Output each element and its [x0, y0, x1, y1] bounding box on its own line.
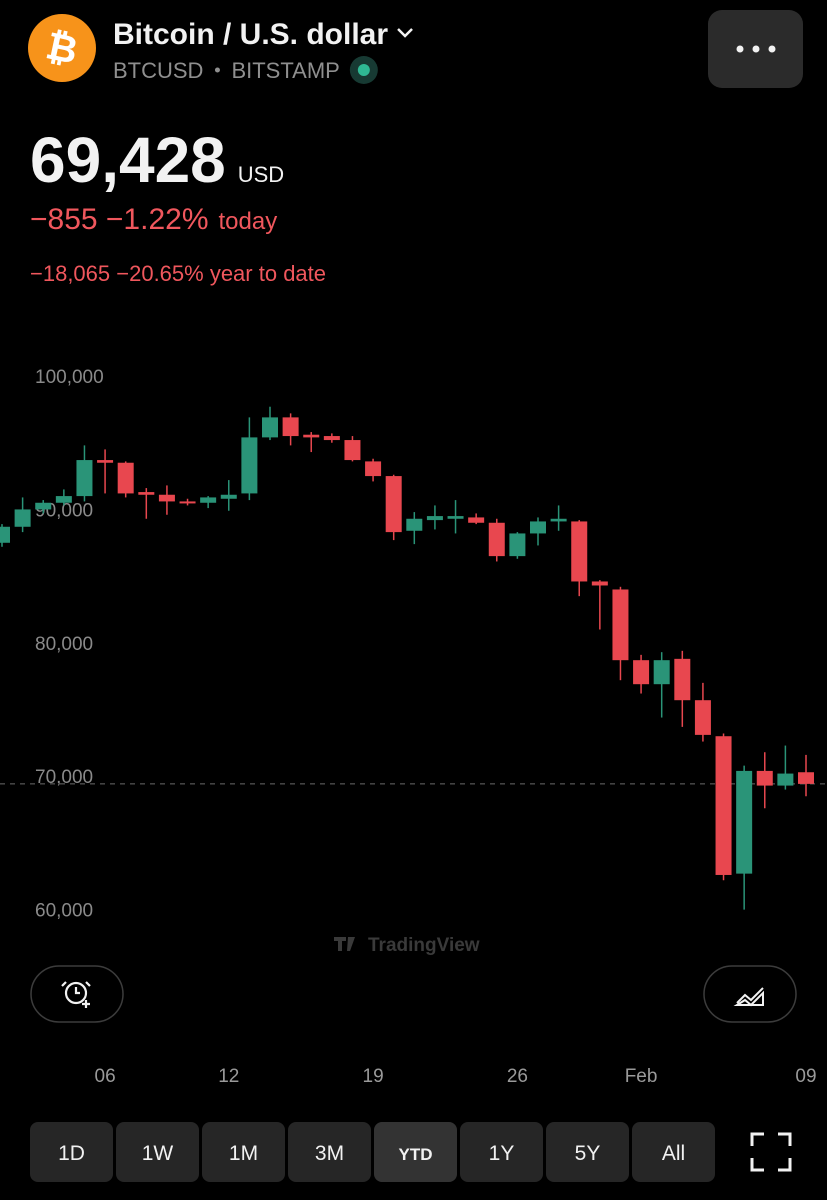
candle-body: [694, 700, 711, 735]
range-label: YTD: [399, 1145, 433, 1164]
candle-body: [14, 509, 31, 527]
range-button[interactable]: [546, 1122, 629, 1182]
candle-body: [633, 660, 650, 685]
chart-style-icon: [733, 987, 764, 1007]
range-label: 5Y: [575, 1142, 601, 1165]
menu-dot: [736, 45, 744, 53]
candle-body: [0, 526, 10, 543]
y-tick-label: 60,000: [35, 901, 93, 922]
candle-body: [468, 517, 485, 523]
candle-body: [488, 522, 505, 557]
fullscreen-button[interactable]: [750, 1132, 792, 1172]
watermark: TradingView: [368, 935, 480, 956]
candle-body: [612, 589, 629, 661]
range-button[interactable]: [202, 1122, 285, 1182]
range-label: 3M: [315, 1142, 344, 1165]
x-tick-label: 19: [363, 1066, 384, 1087]
today-label: today: [219, 208, 278, 235]
range-label: 1D: [58, 1142, 85, 1165]
live-dot: [357, 64, 370, 76]
chart-style-button[interactable]: [703, 965, 797, 1023]
range-button[interactable]: [374, 1122, 457, 1182]
menu-dot: [768, 45, 776, 53]
range-button[interactable]: [288, 1122, 371, 1182]
x-tick-label: 09: [795, 1066, 816, 1087]
y-tick-label: 80,000: [35, 634, 93, 655]
candle-body: [447, 516, 464, 519]
range-label: 1Y: [489, 1142, 515, 1165]
candle-body: [715, 736, 732, 875]
title[interactable]: Bitcoin / U.S. dollar: [113, 18, 388, 51]
candle-body: [282, 417, 299, 437]
range-label: 1W: [142, 1142, 174, 1165]
candle-body: [406, 518, 423, 531]
range-button[interactable]: [632, 1122, 715, 1182]
x-tick-label: Feb: [625, 1066, 658, 1087]
candle-body: [591, 581, 608, 586]
candle-body: [550, 518, 567, 522]
logo: [28, 14, 96, 82]
range-button[interactable]: [116, 1122, 199, 1182]
candle-body: [385, 476, 402, 533]
alert-button[interactable]: [30, 965, 124, 1023]
symbol: BTCUSD: [113, 58, 203, 83]
change-ytd: −18,065 −20.65% year to date: [30, 261, 326, 286]
x-tick-label: 12: [218, 1066, 239, 1087]
candle-body: [76, 460, 93, 497]
candle-body: [571, 521, 588, 582]
candle-body: [777, 773, 794, 786]
candle-body: [262, 417, 278, 438]
change-today: −855 −1.22%: [30, 203, 209, 236]
menu-dot: [752, 45, 760, 53]
candle-body: [509, 533, 526, 557]
range-bar: 1D 1W 1M 3M YTD 1Y 5Y All: [30, 1122, 715, 1182]
watermark-logo: [334, 937, 355, 951]
x-tick-label: 06: [95, 1066, 116, 1087]
range-button[interactable]: [460, 1122, 543, 1182]
candle-body: [426, 516, 443, 521]
title-chevron[interactable]: [397, 28, 413, 38]
candle-body: [200, 497, 217, 503]
candle-body: [530, 521, 546, 534]
candle-body: [241, 437, 258, 494]
y-tick-label: 100,000: [35, 367, 104, 388]
candle-body: [323, 436, 340, 441]
candle-body: [736, 770, 753, 874]
candle-body: [55, 496, 72, 503]
candle-body: [138, 492, 155, 495]
candle-body: [220, 494, 237, 499]
candle-body: [344, 440, 361, 461]
candle-body: [179, 501, 196, 504]
separator-dot: [214, 67, 220, 73]
alert-icon: [64, 981, 88, 1005]
exchange: BITSTAMP: [231, 58, 339, 83]
range-button[interactable]: [30, 1122, 113, 1182]
candle-body: [303, 434, 320, 438]
y-tick-label: 70,000: [35, 767, 93, 788]
x-tick-label: 26: [507, 1066, 528, 1087]
alert-icon-detail: [61, 981, 91, 1008]
candle-body: [35, 502, 52, 510]
candle-body: [158, 494, 175, 502]
currency: USD: [238, 162, 284, 187]
candle-body: [674, 658, 691, 701]
range-label: All: [662, 1142, 685, 1165]
candle-body: [97, 460, 114, 463]
candle-body: [653, 660, 670, 685]
candle-body: [117, 462, 134, 494]
candle-body: [756, 770, 773, 786]
candle-body: [798, 772, 814, 784]
price: 69,428: [30, 124, 226, 196]
candle-body: [365, 461, 382, 477]
range-label: 1M: [229, 1142, 258, 1165]
